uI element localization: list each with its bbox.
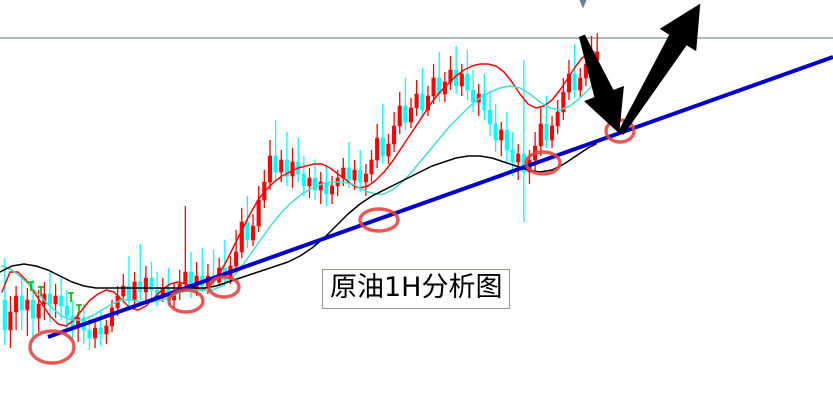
signal-marker-icon	[28, 281, 34, 291]
candle-body	[375, 137, 380, 161]
candle-body	[352, 169, 357, 181]
triangle-down-icon	[579, 0, 587, 9]
candle-body	[516, 153, 521, 163]
signal-markers-group	[28, 281, 82, 314]
signal-marker-icon	[68, 292, 74, 302]
candle-body	[149, 277, 154, 291]
moving-average-line	[1, 51, 595, 327]
candle-body	[358, 169, 363, 183]
candle-body	[87, 329, 92, 339]
candle-body	[132, 281, 137, 301]
moving-averages-group	[0, 51, 599, 327]
candle-body	[499, 129, 504, 141]
candle-body	[324, 181, 329, 195]
candle-body	[572, 73, 577, 91]
candle-body	[104, 325, 109, 335]
candle-body	[109, 307, 115, 327]
candle-body	[403, 105, 408, 123]
trendline-touch-ellipse	[28, 329, 76, 365]
candle-body	[290, 161, 295, 177]
candle-body	[318, 181, 323, 191]
candle-body	[313, 177, 318, 191]
candle-body	[245, 221, 250, 241]
candle-body	[363, 173, 368, 183]
candle-body	[380, 137, 385, 157]
candle-body	[346, 167, 352, 181]
candle-body	[549, 125, 555, 141]
candle-body	[459, 73, 464, 87]
candle-body	[19, 295, 24, 311]
signal-marker-icon	[76, 304, 82, 314]
candle-body	[8, 311, 13, 331]
signal-marker-icon	[38, 286, 44, 296]
candle-body	[279, 159, 284, 173]
candle-body	[138, 281, 143, 293]
candle-body	[59, 295, 64, 307]
candle-body	[414, 93, 419, 109]
candle-body	[30, 299, 36, 319]
candle-body	[510, 149, 515, 163]
trendline-touch-ellipse	[524, 150, 562, 176]
candle-body	[431, 77, 436, 97]
forecast-arrows-group	[578, 3, 701, 135]
candle-body	[504, 129, 509, 151]
candle-body	[36, 303, 41, 319]
candle-body	[273, 155, 278, 173]
candle-body	[386, 143, 391, 157]
candle-body	[256, 199, 261, 227]
candle-body	[143, 277, 148, 293]
candle-body	[487, 109, 493, 125]
trendline-touch-ellipse	[358, 207, 400, 233]
candle-body	[53, 295, 58, 305]
candle-body	[369, 159, 374, 175]
candle-body	[425, 95, 430, 111]
moving-average-line	[1, 79, 599, 321]
candle-body	[93, 327, 98, 339]
candle-body	[183, 271, 188, 285]
candle-body	[555, 111, 560, 127]
candle-body	[284, 159, 289, 177]
candle-body	[397, 105, 402, 127]
triangle-down-icon	[579, 0, 587, 9]
candle-body	[121, 285, 126, 297]
candle-body	[14, 295, 19, 313]
candle-body	[239, 221, 244, 253]
chart-title-label: 原油1H分析图	[322, 269, 511, 309]
moving-average-line	[0, 143, 597, 289]
candle-body	[578, 77, 583, 91]
candle-body	[250, 225, 256, 241]
candle-body	[561, 91, 566, 113]
candle-body	[329, 185, 335, 195]
candle-body	[482, 93, 487, 111]
trendline-touch-ellipse	[207, 275, 241, 299]
candle-body	[538, 123, 543, 147]
candle-body	[47, 293, 53, 305]
candle-body	[392, 125, 397, 145]
candle-body	[98, 327, 103, 335]
candle-body	[301, 173, 306, 187]
candle-body	[25, 299, 30, 311]
candle-body	[234, 251, 239, 267]
candle-body	[465, 73, 470, 91]
trendline-touch-ellipse	[167, 288, 205, 314]
candle-body	[64, 305, 69, 317]
candle-body	[2, 299, 7, 331]
candle-body	[420, 93, 425, 111]
candle-body	[408, 107, 414, 123]
candle-body	[471, 89, 476, 103]
candle-body	[493, 123, 498, 141]
candle-body	[267, 155, 273, 183]
trendline-touch-ellipses	[28, 118, 636, 365]
forecast-arrow	[578, 34, 624, 134]
candle-body	[544, 123, 549, 141]
forecast-arrow	[618, 3, 701, 135]
candle-body	[307, 177, 312, 187]
candle-body	[566, 73, 572, 93]
